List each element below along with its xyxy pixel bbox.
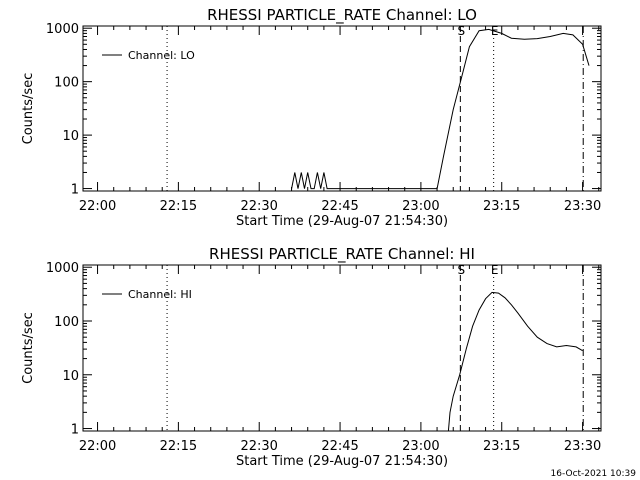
p1-plot-frame	[82, 264, 602, 432]
panel-lo: RHESSI PARTICLE_RATE Channel: LO Start Ti…	[21, 6, 602, 229]
p0-plot-frame	[82, 25, 602, 192]
p1-marker-label: S	[458, 263, 466, 277]
p0-x-tick-label: 22:00	[79, 199, 116, 214]
p0-x-tick-label: 22:15	[160, 199, 197, 214]
p0-x-tick-label: 23:15	[483, 199, 520, 214]
p1-x-tick-label: 22:30	[240, 439, 277, 454]
p0-x-tick-label: 23:00	[402, 199, 439, 214]
p0-chart-title: RHESSI PARTICLE_RATE Channel: LO	[207, 6, 477, 25]
p1-x-tick-label: 23:15	[483, 439, 520, 454]
p1-y-tick-label: 10	[62, 369, 79, 384]
p0-y-axis-label: Counts/sec	[21, 73, 36, 145]
p1-chart-title: RHESSI PARTICLE_RATE Channel: HI	[209, 245, 475, 264]
p1-x-tick-label: 22:45	[321, 439, 358, 454]
p0-y-tick-label: 10	[62, 129, 79, 144]
p1-series-line	[447, 291, 583, 432]
p0-x-tick-label: 22:45	[321, 199, 358, 214]
p0-x-tick-label: 23:30	[564, 199, 601, 214]
p0-x-axis-label: Start Time (29-Aug-07 21:54:30)	[236, 214, 448, 229]
p0-series-line	[291, 28, 590, 190]
p1-x-tick-label: 22:15	[160, 439, 197, 454]
p1-y-tick-label: 100	[54, 315, 79, 330]
p0-marker-label: S	[458, 24, 466, 38]
panel-hi: RHESSI PARTICLE_RATE Channel: HI Start Ti…	[21, 245, 602, 469]
p0-y-tick-label: 1000	[46, 22, 79, 37]
p0-y-tick-label: 1	[71, 183, 79, 198]
p1-y-axis-label: Counts/sec	[21, 312, 36, 384]
p1-y-tick-label: 1	[71, 423, 79, 438]
p1-x-axis-label: Start Time (29-Aug-07 21:54:30)	[236, 454, 448, 469]
p0-y-tick-label: 100	[54, 76, 79, 91]
p0-legend-entry: Channel: LO	[128, 49, 195, 62]
footer-timestamp: 16-Oct-2021 10:39	[551, 469, 637, 479]
p1-x-tick-label: 23:00	[402, 439, 439, 454]
p1-legend-entry: Channel: HI	[128, 288, 192, 301]
p1-y-tick-label: 1000	[46, 261, 79, 276]
p1-x-tick-label: 23:30	[564, 439, 601, 454]
p1-x-tick-label: 22:00	[79, 439, 116, 454]
p1-marker-label: E	[491, 263, 499, 277]
p0-x-tick-label: 22:30	[240, 199, 277, 214]
